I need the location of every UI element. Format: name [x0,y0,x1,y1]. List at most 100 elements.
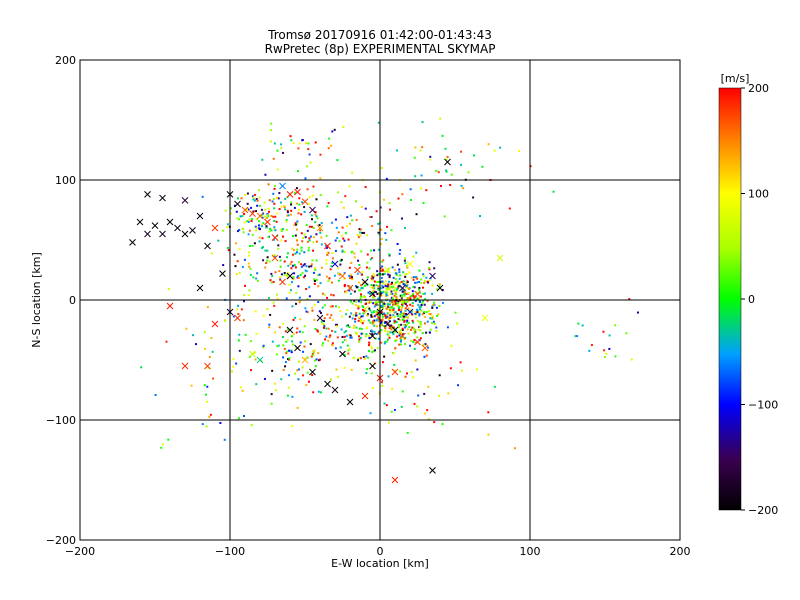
data-point [459,361,462,364]
data-point [304,307,307,310]
data-point [387,288,390,291]
data-point [340,258,343,261]
data-point [377,248,380,251]
data-point [305,224,308,227]
data-point [381,284,384,287]
data-point-x-marker [331,386,339,394]
data-point [408,313,411,316]
data-point [420,187,423,190]
data-point [608,334,611,337]
data-point [378,317,381,320]
data-point [226,226,229,229]
data-point [274,382,277,385]
data-point [342,125,345,128]
data-point [427,418,430,421]
data-point [590,344,593,347]
data-point [479,215,482,218]
data-point [280,239,283,242]
data-point [419,337,422,340]
data-point [212,377,215,380]
data-point [608,347,611,350]
data-point [273,207,276,210]
data-point [331,329,334,332]
data-point [286,338,289,341]
data-point [307,142,310,145]
data-point-x-marker [331,260,339,268]
data-point [398,268,401,271]
data-point [373,310,376,313]
data-point [419,323,422,326]
data-point [294,372,297,375]
data-point [300,232,303,235]
data-point [360,206,363,209]
data-point [431,292,434,295]
data-point [277,344,280,347]
data-point [303,325,306,328]
data-point [240,308,243,311]
data-point [418,300,421,303]
data-point [363,284,366,287]
data-point [411,319,414,322]
data-point [290,203,293,206]
data-point [286,252,289,255]
data-point [394,311,397,314]
data-point [423,292,426,295]
data-point [432,320,435,323]
x-tick-label: 100 [520,545,541,558]
colorbar-tick-label: −200 [748,504,778,517]
data-point [413,347,416,350]
data-point-x-marker [234,314,241,322]
data-point-x-marker [369,332,376,340]
data-point [285,219,288,222]
data-point [343,285,346,288]
data-point [350,277,353,280]
data-point [603,356,606,359]
data-point [393,311,396,314]
data-point [422,201,425,204]
data-point-x-marker [264,218,271,226]
data-point [299,273,302,276]
data-point [411,290,414,293]
data-point [319,391,322,394]
data-point [301,366,304,369]
data-point [385,292,388,295]
data-point [237,230,240,233]
data-point [292,253,295,256]
data-point [391,296,394,299]
data-point [513,447,516,450]
data-point [412,285,415,288]
data-point [358,312,361,315]
data-point [399,343,402,346]
data-point [351,276,354,279]
data-point [264,173,267,176]
data-point [404,342,407,345]
data-point [331,305,334,308]
data-point [383,355,386,358]
data-point [262,222,265,225]
data-point [255,218,258,221]
data-point-x-marker [286,191,294,198]
data-point [374,303,377,306]
data-point [436,288,439,291]
data-point [288,283,291,286]
data-point [385,298,388,301]
data-point [415,213,418,216]
data-point [285,340,288,343]
data-point [387,317,390,320]
data-point [232,315,235,318]
data-point [219,421,222,424]
data-point [360,301,363,304]
data-point [260,208,263,211]
data-point [425,354,428,357]
data-point-x-marker [219,270,226,277]
data-point [370,315,373,318]
data-point [354,304,357,307]
data-point [343,353,346,356]
data-point [392,352,395,355]
data-point [397,197,400,200]
data-point [319,332,322,335]
data-point [300,249,303,252]
data-point [252,276,255,279]
data-point [341,335,344,338]
data-point [389,288,392,291]
